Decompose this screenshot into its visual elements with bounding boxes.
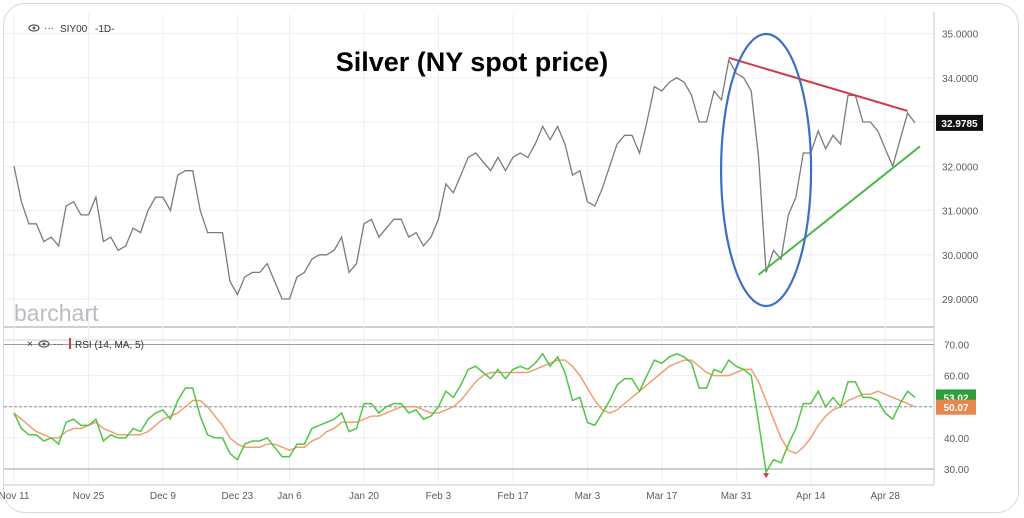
x-tick-label: Apr 14 [796,491,826,502]
rsi-value: 53.02 [943,393,968,404]
highlight-ellipse [719,32,813,308]
rsi-ma-value-tag [936,399,976,415]
resistance-trendline [728,56,908,112]
x-tick-label: Mar 17 [646,491,678,502]
support-trendline [758,145,921,276]
rsi-header: × ··· RSI (14, MA, 5) [27,338,144,351]
price-series-line [13,58,916,300]
price-y-tick-label: 34.0000 [942,74,979,85]
close-icon[interactable]: × [27,339,33,350]
x-tick-label: Nov 25 [73,491,105,502]
rsi-ma-series-line [13,359,916,455]
rsi-y-tick-label: 60.00 [944,372,969,383]
rsi-y-tick-label: 30.00 [944,465,969,476]
x-tick-label: Dec 23 [222,491,254,502]
axis-labels: 35.000034.000033.000032.000031.000030.00… [0,30,979,503]
watermark-logo: barchart [14,300,99,326]
rsi-y-tick-label: 40.00 [944,434,969,445]
rsi-label: RSI (14, MA, 5) [75,340,144,351]
last-price-tag [936,114,983,131]
last-price-value: 32.9785 [941,119,978,130]
symbol-label: SIY00 [60,24,88,35]
price-y-tick-label: 29.0000 [942,295,979,306]
more-icon[interactable]: ··· [44,23,54,34]
x-tick-label: Jan 20 [349,491,379,502]
price-y-tick-label: 32.0000 [942,162,979,173]
eye-icon[interactable] [28,24,40,32]
rsi-color-marker [69,338,71,349]
x-tick-label: Feb 17 [497,491,529,502]
x-tick-label: Mar 31 [721,491,753,502]
x-tick-label: Apr 28 [870,491,900,502]
more-icon[interactable]: ··· [53,339,63,350]
interval-label[interactable]: -1D- [95,24,114,35]
x-tick-label: Nov 11 [0,491,30,502]
grid-lines [4,12,935,486]
chart-frame [3,3,1019,513]
rsi-low-marker [763,473,770,479]
x-tick-label: Jan 6 [277,491,302,502]
annotations [719,32,921,479]
rsi-ma-value: 50.07 [943,403,968,414]
x-tick-label: Feb 3 [426,491,452,502]
chart-header: ··· SIY00 -1D- [28,23,114,35]
x-tick-label: Dec 9 [150,491,177,502]
chart-title: Silver (NY spot price) [336,47,609,77]
price-y-tick-label: 30.0000 [942,251,979,262]
rsi-series-line [13,352,916,475]
eye-icon[interactable] [38,340,50,348]
x-tick-label: Mar 3 [575,491,601,502]
price-y-tick-label: 35.0000 [942,30,979,41]
series-layer [13,58,916,475]
price-y-tick-label: 31.0000 [942,207,979,218]
rsi-y-tick-label: 70.00 [944,341,969,352]
